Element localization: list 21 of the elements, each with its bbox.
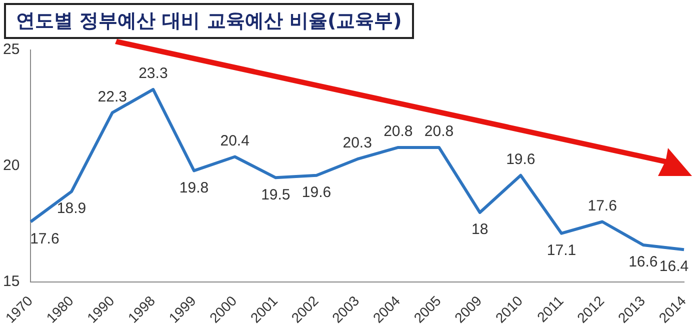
data-label: 23.3 <box>138 65 168 82</box>
data-label: 19.5 <box>261 186 290 204</box>
data-label: 16.6 <box>628 254 658 271</box>
data-label: 17.6 <box>588 197 617 214</box>
data-label: 20.3 <box>342 134 372 152</box>
data-label: 19.6 <box>506 150 536 168</box>
data-label: 20.8 <box>424 123 454 140</box>
data-label: 20.8 <box>384 123 413 140</box>
data-label: 19.6 <box>302 184 332 201</box>
data-label: 19.8 <box>179 179 209 196</box>
data-label: 20.4 <box>220 132 250 150</box>
y-tick-label: 20 <box>2 157 20 174</box>
data-label: 22.3 <box>98 88 127 106</box>
y-tick-label: 15 <box>2 273 20 290</box>
y-tick-label: 25 <box>2 41 20 58</box>
data-label: 18.9 <box>56 200 86 218</box>
data-label: 16.4 <box>659 258 689 276</box>
chart-title: 연도별 정부예산 대비 교육예산 비율(교육부) <box>4 3 414 39</box>
data-label: 18 <box>471 221 488 238</box>
data-label: 17.6 <box>30 230 60 248</box>
data-label: 17.1 <box>546 242 576 259</box>
